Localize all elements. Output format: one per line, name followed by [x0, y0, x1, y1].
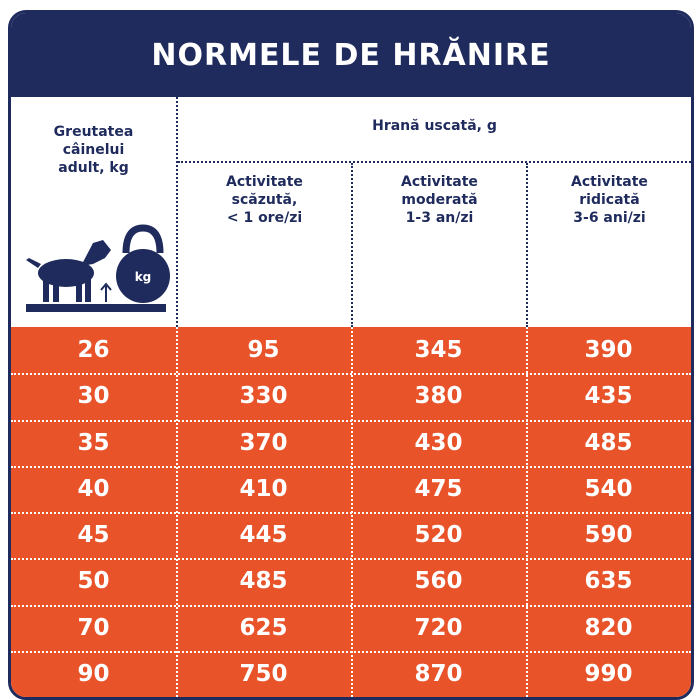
- title: NORMELE DE HRĂNIRE: [11, 13, 691, 97]
- column-divider: [176, 327, 178, 697]
- header-line: Activitate: [226, 174, 303, 190]
- group-header: Hrană uscată, g: [372, 118, 497, 134]
- cell: 435: [584, 383, 633, 410]
- header-line: ridicată: [579, 192, 640, 208]
- cell: 26: [77, 337, 110, 364]
- header-line: 3-6 ani/zi: [573, 210, 646, 226]
- cell: 90: [77, 660, 110, 687]
- column-header: Activitate scăzută, < 1 ore/zi: [178, 173, 351, 227]
- cell: 625: [239, 614, 288, 641]
- weight-header: Greutatea câinelui adult, kg: [11, 123, 176, 177]
- cell: 485: [584, 429, 633, 456]
- header-line: Greutatea: [53, 124, 134, 140]
- cell: 370: [239, 429, 288, 456]
- cell: 410: [239, 475, 288, 502]
- header-line: Activitate: [571, 174, 648, 190]
- header-line: < 1 ore/zi: [226, 210, 303, 226]
- cell: 870: [414, 660, 463, 687]
- cell: 750: [239, 660, 288, 687]
- cell: 380: [414, 383, 463, 410]
- cell: 330: [239, 383, 288, 410]
- header-line: moderată: [401, 192, 478, 208]
- cell: 430: [414, 429, 463, 456]
- cell: 635: [584, 568, 633, 595]
- cell: 475: [414, 475, 463, 502]
- divider: [526, 163, 528, 327]
- divider: [351, 163, 353, 327]
- cell: 30: [77, 383, 110, 410]
- header-line: câinelui: [62, 142, 125, 158]
- header-line: 1-3 an/zi: [405, 210, 474, 226]
- cell: 50: [77, 568, 110, 595]
- column-divider: [526, 327, 528, 697]
- header-line: Activitate: [401, 174, 478, 190]
- header-line: adult, kg: [58, 160, 129, 176]
- cell: 35: [77, 429, 110, 456]
- header-line: scăzută,: [231, 192, 298, 208]
- cell: 40: [77, 475, 110, 502]
- icon-label: kg: [135, 270, 152, 284]
- table-body: 26 95 345 390 30 330 380 435 35 370 430 485 40 410 475…: [11, 327, 691, 697]
- cell: 720: [414, 614, 463, 641]
- cell: 540: [584, 475, 633, 502]
- cell: 70: [77, 614, 110, 641]
- cell: 45: [77, 522, 110, 549]
- column-header: Activitate ridicată 3-6 ani/zi: [528, 173, 691, 227]
- cell: 560: [414, 568, 463, 595]
- cell: 485: [239, 568, 288, 595]
- dog-icon: kg: [26, 224, 170, 312]
- cell: 345: [414, 337, 463, 364]
- cell: 390: [584, 337, 633, 364]
- cell: 820: [584, 614, 633, 641]
- cell: 520: [414, 522, 463, 549]
- feeding-card: NORMELE DE HRĂNIRE Greutatea câinelui ad…: [8, 10, 694, 700]
- divider: [178, 161, 691, 163]
- column-header: Activitate moderată 1-3 an/zi: [353, 173, 526, 227]
- cell: 590: [584, 522, 633, 549]
- column-divider: [351, 327, 353, 697]
- cell: 990: [584, 660, 633, 687]
- cell: 95: [247, 337, 280, 364]
- divider: [176, 97, 178, 327]
- cell: 445: [239, 522, 288, 549]
